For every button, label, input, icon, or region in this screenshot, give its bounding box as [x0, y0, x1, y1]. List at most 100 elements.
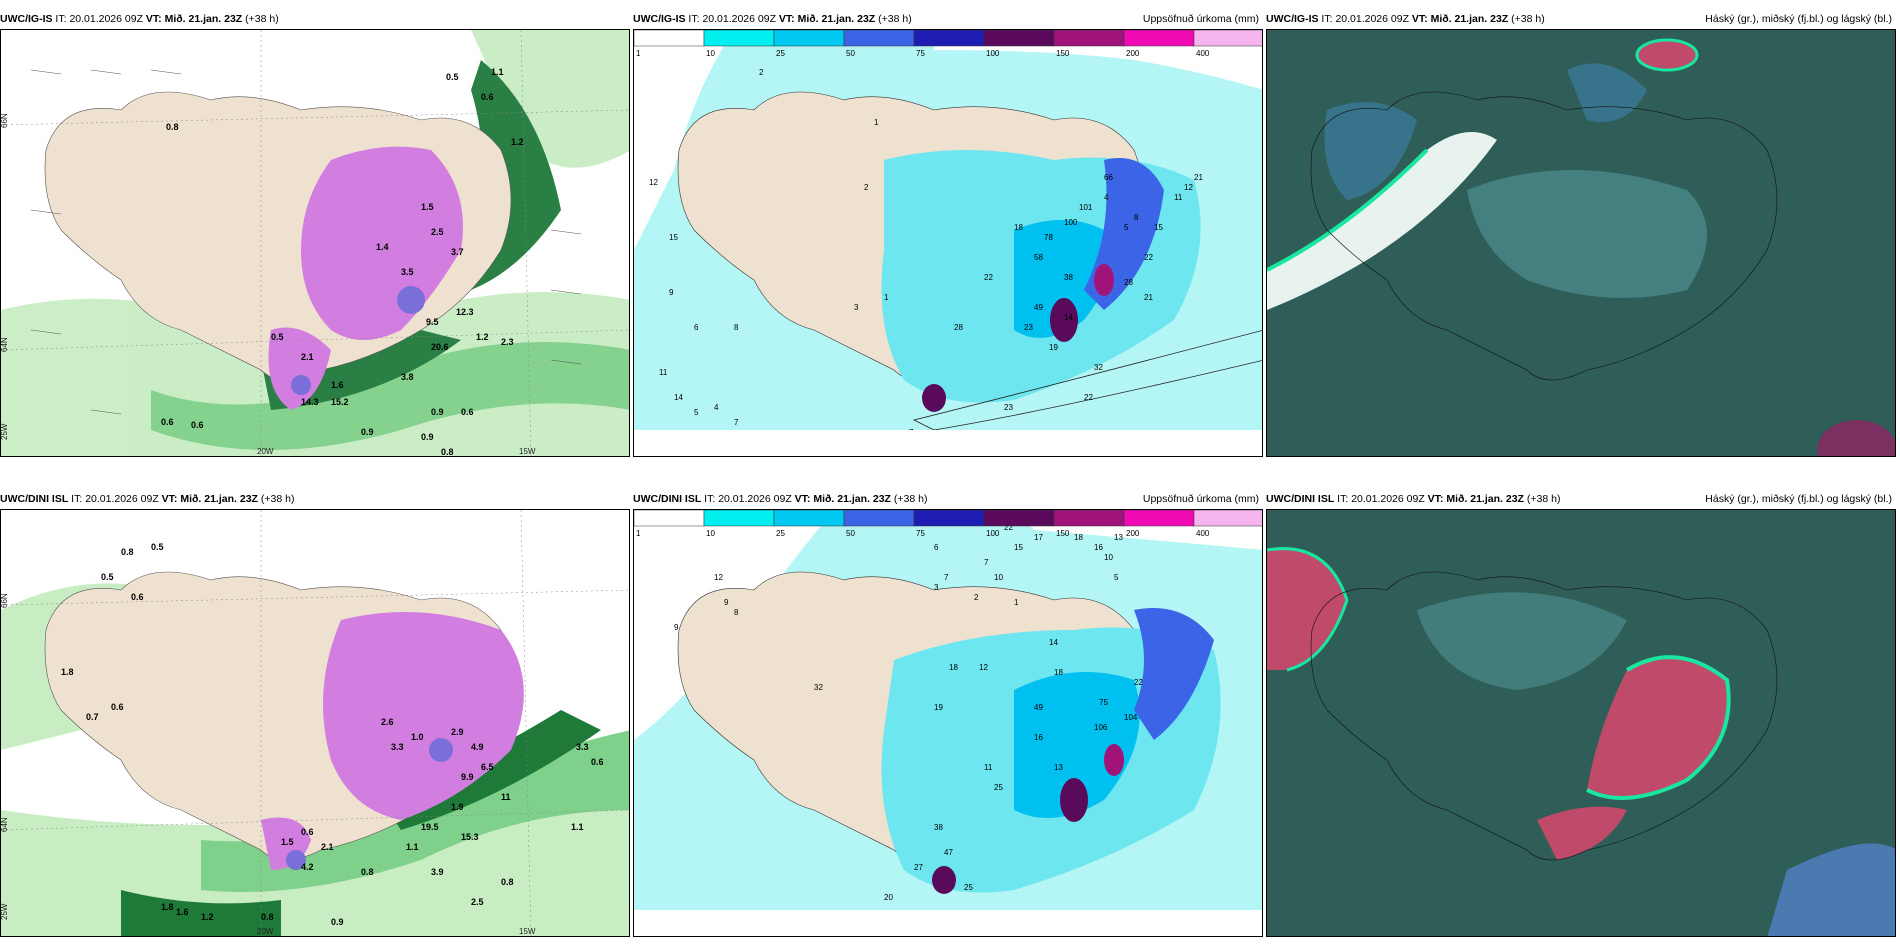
value-label: 6: [694, 323, 699, 332]
value-label: 0.6: [131, 592, 144, 602]
colorbar-swatch: [1193, 510, 1262, 527]
value-label: 2: [864, 183, 869, 192]
precip-map: 4671011131418224975104106321918121611132…: [633, 509, 1263, 937]
value-label: 18: [1014, 223, 1023, 232]
value-label: 19: [934, 703, 943, 712]
cloud-map: [1266, 509, 1896, 937]
value-label: 2: [974, 593, 979, 602]
colorbar-swatch: [1123, 510, 1195, 527]
value-label: 11: [1174, 193, 1183, 202]
colorbar-tick: 50: [846, 49, 855, 58]
value-label: 18: [1074, 533, 1083, 542]
value-label: 12: [714, 573, 723, 582]
value-label: 49: [1034, 303, 1043, 312]
value-label: 2.5: [431, 227, 444, 237]
colorbar: 1 10 25 50 75 100 150 200 400: [634, 30, 1262, 58]
value-label: 3.3: [391, 742, 404, 752]
value-label: 7: [909, 428, 914, 430]
colorbar-tick: 100: [986, 49, 1000, 58]
value-label: 47: [944, 848, 953, 857]
panel-igis-clouds: UWC/IG-IS IT: 20.01.2026 09Z VT: Mið. 21…: [1266, 9, 1896, 457]
axis-lon-20: 20W: [257, 447, 274, 456]
axis-lat-66: 66N: [1, 113, 9, 128]
colorbar-swatch: [913, 30, 985, 47]
colorbar: 1 10 25 50 75 100 150 200 400: [634, 510, 1262, 538]
value-label: 5: [694, 408, 699, 417]
value-label: 8: [1134, 213, 1139, 222]
value-label: 23: [1024, 323, 1033, 332]
value-label: 13: [1114, 533, 1123, 542]
value-label: 1.6: [331, 380, 344, 390]
value-label: 27: [914, 863, 923, 872]
panel-title: Uppsöfnuð úrkoma (mm): [1142, 493, 1259, 505]
value-label: 1.4: [376, 242, 389, 252]
panel-title: Uppsöfnuð úrkoma (mm): [1142, 13, 1259, 25]
value-label: 1.1: [571, 822, 584, 832]
colorbar-tick: 1: [636, 49, 641, 58]
colorbar-swatch: [913, 510, 985, 527]
colorbar-swatch: [843, 30, 915, 47]
axis-lon-15: 15W: [519, 447, 536, 456]
colorbar-swatch: [983, 30, 1055, 47]
value-label: 15: [669, 233, 678, 242]
value-label: 10: [1104, 553, 1113, 562]
value-label: 18: [949, 663, 958, 672]
value-label: 3.3: [576, 742, 589, 752]
value-label: 14: [1064, 313, 1073, 322]
value-label: 1: [1014, 598, 1019, 607]
colorbar-tick: 10: [706, 49, 715, 58]
colorbar-swatch: [703, 30, 775, 47]
value-label: 1: [874, 118, 879, 127]
colorbar-tick: 10: [706, 529, 715, 538]
value-label: 0.6: [481, 92, 494, 102]
value-label: 22: [984, 273, 993, 282]
colorbar-swatch: [983, 510, 1055, 527]
axis-lon-15: 15W: [519, 927, 536, 936]
value-label: 0.8: [501, 877, 514, 887]
value-label: 2.9: [451, 727, 464, 737]
value-label: 1: [884, 293, 889, 302]
value-label: 0.9: [361, 427, 374, 437]
value-label: 6: [934, 543, 939, 552]
value-label: 0.8: [361, 867, 374, 877]
panel-dini-precip: UWC/DINI ISL IT: 20.01.2026 09Z VT: Mið.…: [633, 489, 1263, 937]
value-label: 0.6: [301, 827, 314, 837]
value-label: 0.9: [431, 407, 444, 417]
axis-lat-64: 64N: [1, 817, 9, 832]
value-label: 0.7: [86, 712, 99, 722]
colorbar-tick: 25: [776, 49, 785, 58]
value-label: 3.8: [401, 372, 414, 382]
panel-dini-clouds: UWC/DINI ISL IT: 20.01.2026 09Z VT: Mið.…: [1266, 489, 1896, 937]
colorbar-tick: 150: [1056, 529, 1070, 538]
colorbar-tick: 150: [1056, 49, 1070, 58]
value-label: 1.5: [281, 837, 294, 847]
value-label: 4: [714, 403, 719, 412]
panel-header: UWC/DINI ISL IT: 20.01.2026 09Z VT: Mið.…: [633, 489, 1263, 509]
value-label: 11: [984, 763, 993, 772]
value-label: 6.5: [481, 762, 494, 772]
value-label: 2.6: [381, 717, 394, 727]
value-label: 66: [1104, 173, 1113, 182]
panel-header: UWC/IG-IS IT: 20.01.2026 09Z VT: Mið. 21…: [1266, 9, 1896, 29]
colorbar-tick: 100: [986, 529, 1000, 538]
panel-header: UWC/DINI ISL IT: 20.01.2026 09Z VT: Mið.…: [0, 493, 295, 505]
value-label: 1.1: [491, 67, 504, 77]
colorbar-tick: 400: [1196, 529, 1210, 538]
value-label: 3.9: [431, 867, 444, 877]
value-label: 9.9: [461, 772, 474, 782]
colorbar-tick: 400: [1196, 49, 1210, 58]
value-label: 0.8: [441, 447, 454, 457]
value-label: 12: [1184, 183, 1193, 192]
value-label: 38: [1064, 273, 1073, 282]
value-label: 0.6: [111, 702, 124, 712]
wind-precip-map: 0.8 0.5 0.5 0.6 1.8 0.7 0.6 2.6 3.3 1.0 2.9 4.9 6.5 9…: [0, 509, 630, 937]
colorbar-tick: 75: [916, 49, 925, 58]
panel-igis-wind: UWC/IG-IS IT: 20.01.2026 09Z VT: Mið. 21…: [0, 9, 630, 457]
value-label: 4.9: [471, 742, 484, 752]
value-label: 0.6: [461, 407, 474, 417]
value-label: 1.2: [511, 137, 524, 147]
value-label: 15.2: [331, 397, 349, 407]
colorbar-swatch: [1123, 30, 1195, 47]
value-label: 101: [1079, 203, 1093, 212]
value-label: 9: [724, 598, 729, 607]
